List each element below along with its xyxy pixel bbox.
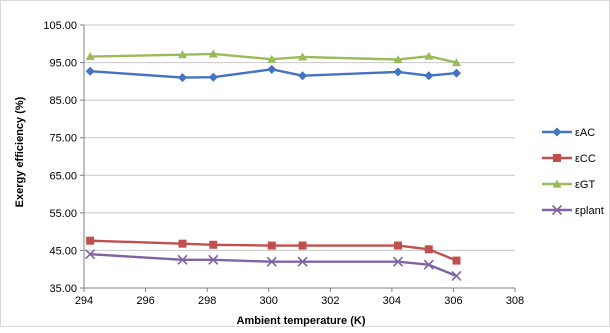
series-line-ac [90,68,457,79]
legend-entry-cc: εCC [542,153,596,165]
data-point-ac [208,72,218,82]
data-point-gt [267,54,277,63]
legend: εAC εCC εGT εplant [542,127,604,217]
data-point-plant [423,259,434,270]
data-point-ac [85,66,95,76]
data-point-gt [208,49,218,58]
legend-marker [552,179,562,188]
y-tick-label: 55.00 [49,208,77,220]
data-point-ac [267,64,277,74]
axes [80,24,516,292]
series-plant [85,249,462,282]
series-group [85,49,462,282]
y-tick-label: 65.00 [49,170,77,182]
y-tick-label: 105.00 [43,20,77,32]
y-tick-label: 85.00 [49,95,77,107]
marker-stroke [392,256,404,267]
data-point-gt [85,52,95,61]
data-point-gt [424,51,434,60]
data-point-cc [86,236,95,245]
y-tick-label: 95.00 [49,58,77,70]
x-tick-labels: 294 296 298 300 302 304 306 308 [75,295,524,307]
data-point-ac [452,68,462,78]
legend-label: εplant [575,205,604,217]
x-tick-label: 304 [383,295,401,307]
marker-stroke [451,270,462,282]
data-point-cc [452,256,461,265]
x-tick-label: 294 [75,295,93,307]
series-line-gt [90,52,457,64]
y-tick-label: 75.00 [49,133,77,145]
data-point-cc [209,240,218,249]
series-line-cc [90,239,457,262]
data-point-plant [451,270,462,282]
data-point-gt [178,50,188,59]
x-tick-label: 300 [260,295,278,307]
x-tick-label: 298 [198,295,216,307]
marker-stroke [423,259,434,270]
legend-label: εGT [575,179,595,191]
data-point-ac [393,67,403,77]
data-point-gt [298,52,308,61]
legend-label: εAC [575,127,595,139]
data-point-cc [298,241,307,250]
marker-stroke [177,254,188,265]
series-ac [85,64,462,83]
data-point-plant [297,256,308,267]
y-tick-labels: 105.00 95.00 85.00 75.00 65.00 55.00 45.00 35.0… [43,20,77,295]
x-tick-label: 302 [321,295,339,307]
marker-stroke [551,204,563,216]
legend-entry-ac: εAC [542,127,595,139]
x-axis-label: Ambient temperature (K) [237,315,366,327]
legend-marker [551,204,563,216]
legend-entry-plant: εplant [542,204,604,217]
y-tick-label: 45.00 [49,245,77,257]
data-point-plant [392,256,404,267]
x-tick-label: 306 [444,295,462,307]
data-point-plant [177,254,188,265]
y-axis-label: Exergy efficiency (%) [14,96,26,207]
data-point-cc [394,241,403,250]
data-point-ac [424,71,434,81]
gridlines [84,24,515,289]
data-point-cc [267,241,276,250]
legend-marker [552,127,562,137]
data-point-cc [424,245,433,254]
data-point-gt [393,55,403,64]
x-tick-label: 308 [506,295,524,307]
legend-entry-gt: εGT [542,179,595,191]
marker-stroke [266,256,277,267]
marker-stroke [85,249,96,260]
series-cc [86,236,461,265]
data-point-cc [178,239,187,248]
data-point-plant [266,256,277,267]
marker-stroke [297,256,308,267]
data-point-ac [298,71,308,81]
x-tick-label: 296 [136,295,154,307]
data-point-gt [452,58,462,67]
legend-marker [553,154,561,162]
y-tick-label: 35.00 [49,283,77,295]
series-line-plant [90,252,457,278]
legend-label: εCC [575,153,596,165]
data-point-plant [208,254,219,265]
data-point-plant [85,249,96,260]
marker-stroke [208,254,219,265]
data-point-ac [178,73,188,83]
series-gt [85,49,462,67]
